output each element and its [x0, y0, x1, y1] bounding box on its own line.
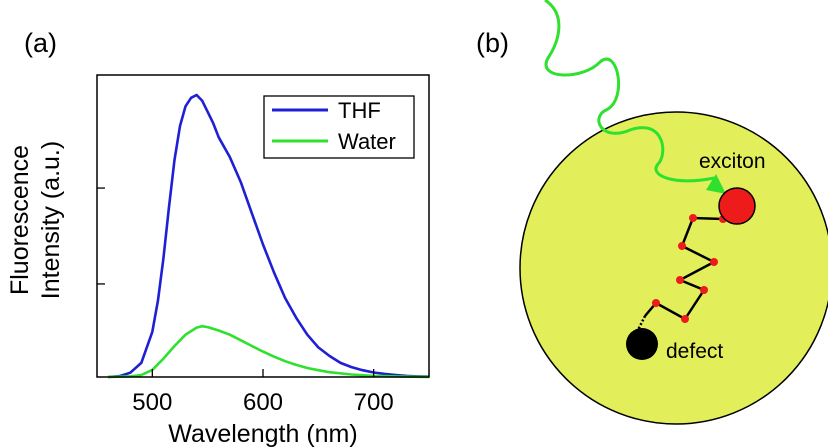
- legend-label-water: Water: [338, 129, 396, 154]
- hopping-site: [652, 299, 660, 307]
- hopping-site: [678, 242, 686, 250]
- fluorescence-chart: 500 600 700 Wavelength (nm) Fluorescence I…: [6, 74, 430, 448]
- hopping-site: [700, 286, 708, 294]
- exciton-diagram: exciton defect: [519, 0, 828, 425]
- series-line-thf: [108, 93, 430, 379]
- y-axis-label-line1: Fluorescence: [6, 145, 34, 295]
- y-axis-label-line2: Intensity (a.u.): [37, 141, 65, 299]
- x-tick-label: 700: [354, 389, 394, 416]
- hopping-site: [689, 214, 697, 222]
- legend-label-thf: THF: [338, 98, 381, 123]
- legend: THF Water: [263, 95, 415, 159]
- photon-arrowhead: [706, 174, 726, 194]
- x-tick-label: 500: [132, 389, 172, 416]
- hopping-sites: [652, 214, 727, 323]
- chart-curves: [108, 93, 430, 379]
- panel-a-label: (a): [24, 28, 57, 58]
- exciton-label: exciton: [699, 150, 766, 173]
- nanoparticle-circle: [519, 111, 828, 425]
- legend-box: [263, 95, 415, 159]
- hopping-site: [710, 258, 718, 266]
- series-line-water: [108, 324, 430, 379]
- exciton-dot: [718, 187, 756, 225]
- hopping-site: [681, 315, 689, 323]
- y-axis-label: Fluorescence Intensity (a.u.): [6, 141, 65, 299]
- defect-label: defect: [666, 340, 723, 363]
- axis-ticks: 500 600 700: [97, 187, 394, 416]
- photon-wave: [544, 0, 715, 183]
- x-tick-label: 600: [243, 389, 283, 416]
- hopping-site: [676, 276, 684, 284]
- panel-b-label: (b): [476, 28, 509, 58]
- x-axis-label: Wavelength (nm): [168, 420, 357, 448]
- defect-dot: [626, 328, 658, 360]
